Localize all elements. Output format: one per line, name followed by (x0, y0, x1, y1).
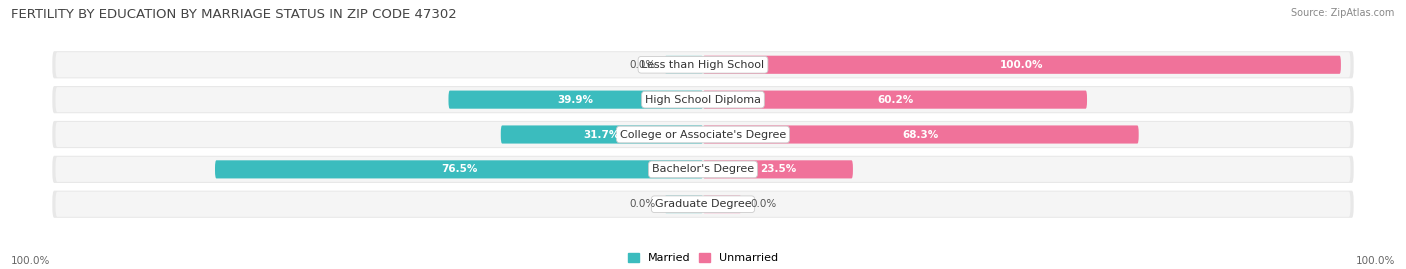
Text: Bachelor's Degree: Bachelor's Degree (652, 164, 754, 174)
Text: 60.2%: 60.2% (877, 95, 912, 105)
FancyBboxPatch shape (52, 191, 1354, 218)
Text: 23.5%: 23.5% (759, 164, 796, 174)
Text: Source: ZipAtlas.com: Source: ZipAtlas.com (1291, 8, 1395, 18)
FancyBboxPatch shape (52, 86, 1354, 113)
FancyBboxPatch shape (215, 160, 703, 178)
Text: High School Diploma: High School Diploma (645, 95, 761, 105)
Text: College or Associate's Degree: College or Associate's Degree (620, 129, 786, 140)
Text: 31.7%: 31.7% (583, 129, 620, 140)
Text: Less than High School: Less than High School (641, 60, 765, 70)
Text: 0.0%: 0.0% (628, 60, 655, 70)
FancyBboxPatch shape (55, 87, 1351, 112)
FancyBboxPatch shape (665, 56, 703, 74)
FancyBboxPatch shape (55, 192, 1351, 217)
Text: 100.0%: 100.0% (1355, 256, 1395, 266)
FancyBboxPatch shape (55, 157, 1351, 182)
FancyBboxPatch shape (55, 52, 1351, 77)
FancyBboxPatch shape (449, 91, 703, 109)
Text: 100.0%: 100.0% (1000, 60, 1043, 70)
FancyBboxPatch shape (703, 160, 853, 178)
FancyBboxPatch shape (703, 195, 741, 213)
FancyBboxPatch shape (52, 121, 1354, 148)
Text: Graduate Degree: Graduate Degree (655, 199, 751, 209)
FancyBboxPatch shape (501, 125, 703, 144)
FancyBboxPatch shape (55, 122, 1351, 147)
FancyBboxPatch shape (703, 125, 1139, 144)
Text: 76.5%: 76.5% (441, 164, 477, 174)
Legend: Married, Unmarried: Married, Unmarried (627, 253, 779, 263)
FancyBboxPatch shape (703, 91, 1087, 109)
Text: 39.9%: 39.9% (558, 95, 593, 105)
FancyBboxPatch shape (52, 156, 1354, 183)
Text: 0.0%: 0.0% (751, 199, 778, 209)
FancyBboxPatch shape (665, 195, 703, 213)
Text: 100.0%: 100.0% (11, 256, 51, 266)
Text: 0.0%: 0.0% (628, 199, 655, 209)
FancyBboxPatch shape (52, 51, 1354, 78)
FancyBboxPatch shape (703, 56, 1341, 74)
Text: FERTILITY BY EDUCATION BY MARRIAGE STATUS IN ZIP CODE 47302: FERTILITY BY EDUCATION BY MARRIAGE STATU… (11, 8, 457, 21)
Text: 68.3%: 68.3% (903, 129, 939, 140)
